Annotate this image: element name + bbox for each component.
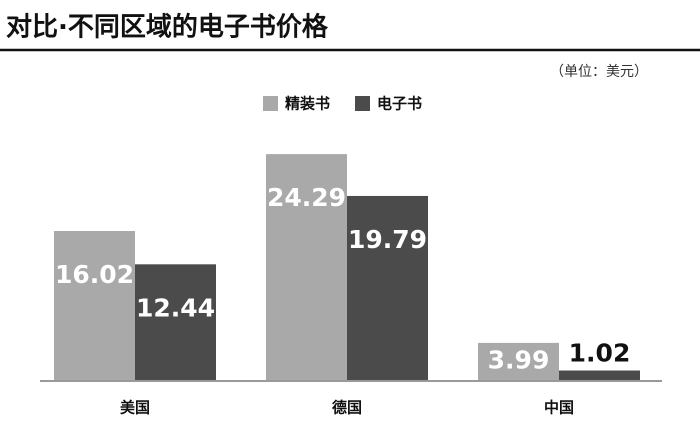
data-label: 19.79 [348,225,427,254]
bar [559,370,640,380]
data-label: 24.29 [267,183,346,212]
legend-swatch [263,96,278,111]
data-label: 1.02 [569,339,631,368]
legend-swatch [355,96,370,111]
x-tick-label: 美国 [120,399,150,417]
bar [266,154,347,380]
legend-label: 精装书 [285,95,330,113]
data-label: 12.44 [136,293,215,322]
data-label: 3.99 [488,345,550,374]
legend-label: 电子书 [377,95,422,113]
bar [478,342,559,380]
chart-subtitle: （单位：美元） [550,64,648,80]
x-tick-label: 德国 [332,399,362,417]
bar [54,231,135,380]
bar [347,195,428,380]
chart-title: 对比·不同区域的电子书价格 [6,12,329,43]
x-tick-label: 中国 [544,399,574,417]
bar [135,264,216,380]
data-label: 16.02 [55,260,134,289]
